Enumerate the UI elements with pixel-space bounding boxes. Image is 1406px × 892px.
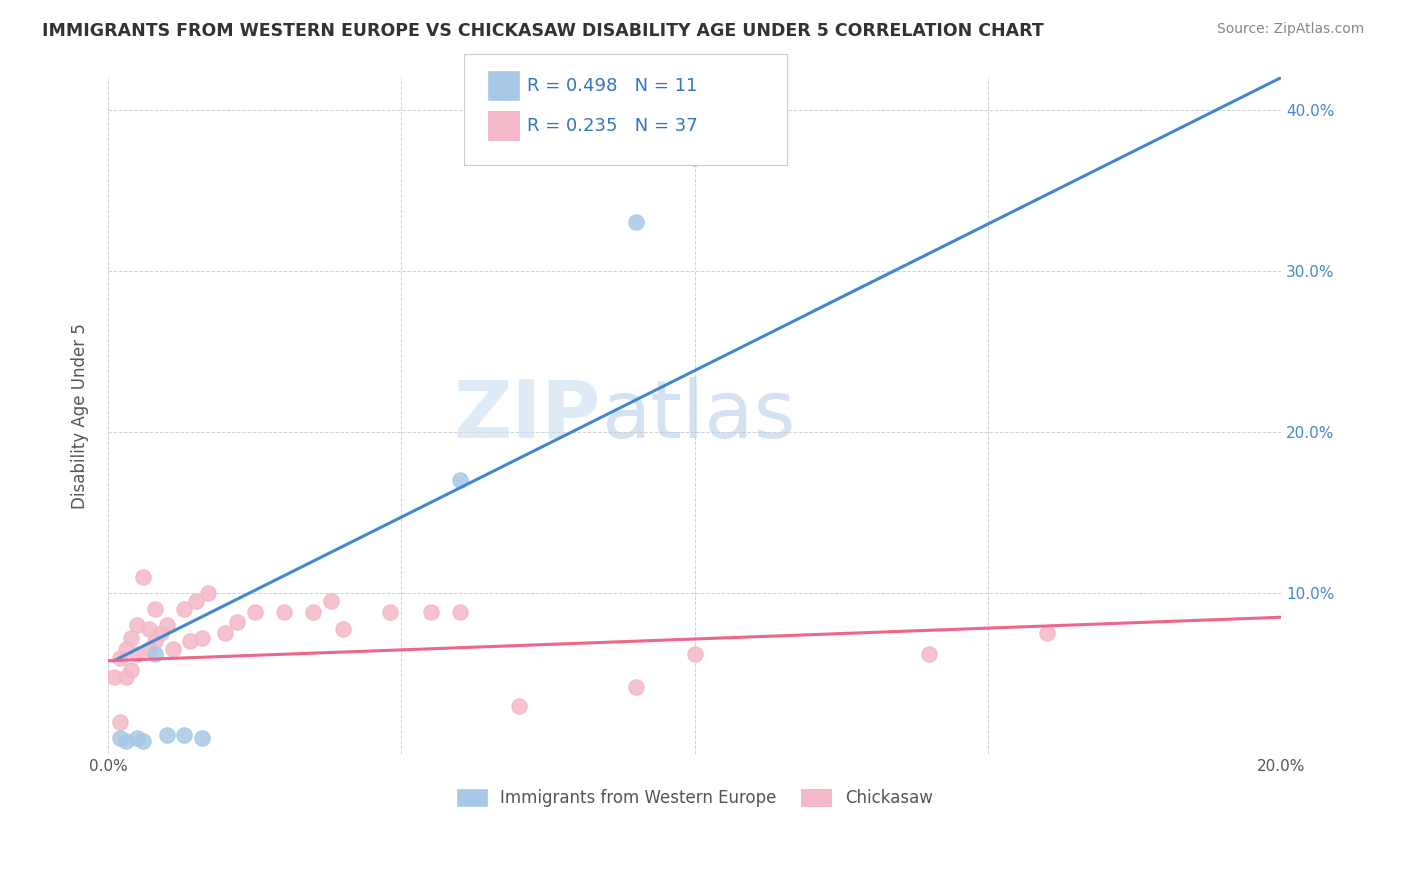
Point bbox=[918, 648, 941, 662]
Point bbox=[214, 626, 236, 640]
Point bbox=[302, 606, 325, 620]
Point bbox=[191, 631, 214, 645]
Point bbox=[138, 622, 160, 636]
Y-axis label: Disability Age Under 5: Disability Age Under 5 bbox=[72, 323, 89, 508]
Point bbox=[332, 622, 354, 636]
Point bbox=[226, 615, 249, 629]
Point bbox=[114, 642, 136, 657]
Point bbox=[179, 634, 201, 648]
Point bbox=[149, 626, 172, 640]
Point bbox=[108, 650, 131, 665]
Point bbox=[449, 473, 471, 487]
Point bbox=[138, 642, 160, 657]
Point bbox=[624, 215, 647, 229]
Text: R = 0.235   N = 37: R = 0.235 N = 37 bbox=[527, 117, 697, 135]
Point bbox=[508, 698, 530, 713]
Point bbox=[162, 642, 184, 657]
Point bbox=[127, 731, 149, 745]
Point bbox=[273, 606, 295, 620]
Point bbox=[197, 586, 219, 600]
Point bbox=[156, 618, 179, 632]
Point bbox=[683, 151, 706, 165]
Point bbox=[103, 670, 125, 684]
Point bbox=[683, 648, 706, 662]
Point bbox=[132, 734, 155, 748]
Text: ZIP: ZIP bbox=[454, 376, 600, 455]
Point bbox=[173, 602, 195, 616]
Point bbox=[114, 734, 136, 748]
Point bbox=[184, 594, 207, 608]
Point bbox=[173, 728, 195, 742]
Point bbox=[1035, 626, 1057, 640]
Text: R = 0.498   N = 11: R = 0.498 N = 11 bbox=[527, 77, 697, 95]
Point bbox=[120, 664, 142, 678]
Text: IMMIGRANTS FROM WESTERN EUROPE VS CHICKASAW DISABILITY AGE UNDER 5 CORRELATION C: IMMIGRANTS FROM WESTERN EUROPE VS CHICKA… bbox=[42, 22, 1043, 40]
Point bbox=[156, 728, 179, 742]
Point bbox=[108, 714, 131, 729]
Point bbox=[108, 731, 131, 745]
Point bbox=[191, 731, 214, 745]
Point bbox=[243, 606, 266, 620]
Text: atlas: atlas bbox=[600, 376, 796, 455]
Point bbox=[132, 570, 155, 584]
Text: Source: ZipAtlas.com: Source: ZipAtlas.com bbox=[1216, 22, 1364, 37]
Point bbox=[127, 618, 149, 632]
Point bbox=[120, 631, 142, 645]
Point bbox=[143, 648, 166, 662]
Point bbox=[127, 648, 149, 662]
Point bbox=[378, 606, 401, 620]
Point bbox=[114, 670, 136, 684]
Point bbox=[143, 634, 166, 648]
Point bbox=[449, 606, 471, 620]
Point bbox=[143, 602, 166, 616]
Legend: Immigrants from Western Europe, Chickasaw: Immigrants from Western Europe, Chickasa… bbox=[450, 782, 939, 814]
Point bbox=[419, 606, 441, 620]
Point bbox=[624, 680, 647, 694]
Point bbox=[319, 594, 342, 608]
